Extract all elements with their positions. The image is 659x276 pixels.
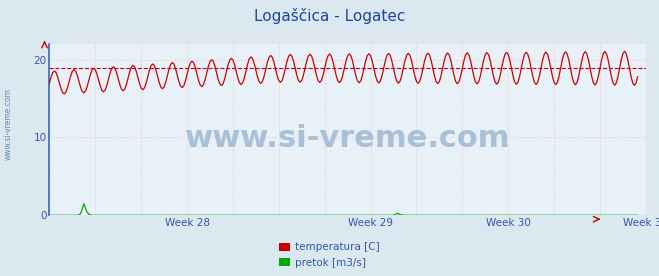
Text: Logaščica - Logatec: Logaščica - Logatec: [254, 8, 405, 24]
Text: www.si-vreme.com: www.si-vreme.com: [3, 88, 13, 160]
Text: www.si-vreme.com: www.si-vreme.com: [185, 124, 510, 153]
Legend: temperatura [C], pretok [m3/s]: temperatura [C], pretok [m3/s]: [276, 239, 383, 271]
